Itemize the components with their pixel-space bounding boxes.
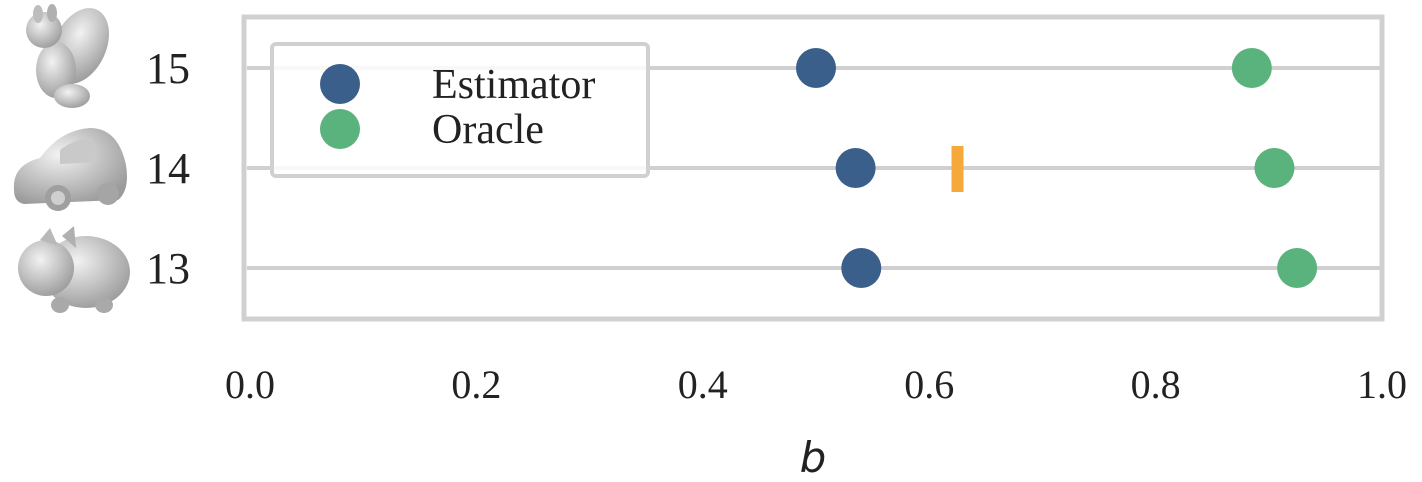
x-axis-label: b xyxy=(800,433,827,482)
x-tick-0.6: 0.6 xyxy=(904,362,954,407)
point-oracle-13 xyxy=(1277,248,1318,288)
point-estimator-13 xyxy=(841,248,882,288)
plot-frame xyxy=(241,14,1385,322)
marker-14 xyxy=(951,146,964,192)
row-labels: 15 14 13 xyxy=(146,44,190,293)
x-tick-1.0: 1.0 xyxy=(1357,362,1407,407)
legend-label-estimator: Estimator xyxy=(432,62,595,108)
point-estimator-14 xyxy=(835,148,876,188)
x-tick-0.8: 0.8 xyxy=(1131,362,1181,407)
point-estimator-15 xyxy=(796,48,836,88)
legend-label-oracle: Oracle xyxy=(432,107,544,153)
x-tick-0.0: 0.0 xyxy=(225,362,275,407)
car-icon xyxy=(13,128,127,211)
point-oracle-14 xyxy=(1254,148,1295,188)
x-tick-labels: 0.0 0.2 0.4 0.6 0.8 1.0 xyxy=(225,362,1407,407)
x-tick-0.4: 0.4 xyxy=(678,362,728,407)
x-tick-0.2: 0.2 xyxy=(451,362,501,407)
row-label-15: 15 xyxy=(146,44,190,93)
squirrel-icon xyxy=(26,4,110,108)
row-label-14: 14 xyxy=(146,144,190,193)
point-oracle-15 xyxy=(1231,48,1272,88)
pig-icon xyxy=(18,226,130,313)
legend-swatch-oracle xyxy=(320,109,360,149)
legend-swatch-estimator xyxy=(320,64,360,104)
data-points xyxy=(796,48,1318,288)
legend-box xyxy=(270,42,650,178)
row-label-13: 13 xyxy=(146,244,190,293)
legend: Estimator Oracle xyxy=(270,42,650,178)
